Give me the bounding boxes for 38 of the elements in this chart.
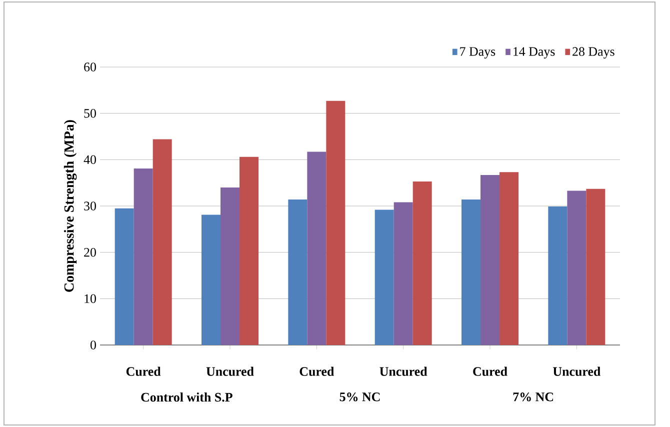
bar	[134, 168, 153, 345]
bar	[586, 188, 606, 345]
y-axis-title: Compressive Strength (MPa)	[64, 120, 77, 292]
bar	[240, 156, 259, 345]
legend-label: 14 Days	[514, 47, 555, 59]
y-tick-label: 10	[84, 294, 96, 304]
legend-label: 28 Days	[572, 47, 614, 59]
x-tick-label: Uncured	[380, 366, 428, 376]
bar	[114, 208, 134, 345]
text: Control with S.P	[141, 392, 232, 402]
x-tick-label: Cured	[126, 366, 161, 376]
bar	[567, 190, 586, 345]
bar	[220, 187, 240, 345]
y-tick-label: 0	[90, 340, 96, 350]
y-tick-label: 30	[84, 202, 96, 210]
x-tick-label: Uncured	[206, 366, 254, 376]
bar	[307, 152, 326, 345]
bar	[548, 206, 568, 345]
legend-label: 7 Days	[460, 47, 496, 58]
y-tick-label: 60	[84, 62, 96, 72]
bar	[152, 139, 172, 345]
bar	[202, 214, 221, 345]
text: 5% NC	[340, 392, 380, 402]
bar	[374, 210, 394, 345]
bar	[394, 202, 413, 345]
text: 7% NC	[513, 392, 554, 402]
bar	[500, 172, 519, 345]
x-tick-label: Cured	[473, 366, 508, 376]
x-tick-label: Uncured	[553, 366, 601, 376]
y-tick-label: 50	[84, 108, 96, 118]
bar	[288, 200, 308, 345]
bar	[326, 100, 346, 345]
bar	[462, 200, 481, 345]
bar	[480, 174, 500, 345]
y-tick-label: 40	[84, 155, 96, 164]
y-tick-label: 20	[84, 248, 96, 257]
bar	[412, 181, 432, 345]
x-tick-label: Cured	[300, 366, 334, 376]
